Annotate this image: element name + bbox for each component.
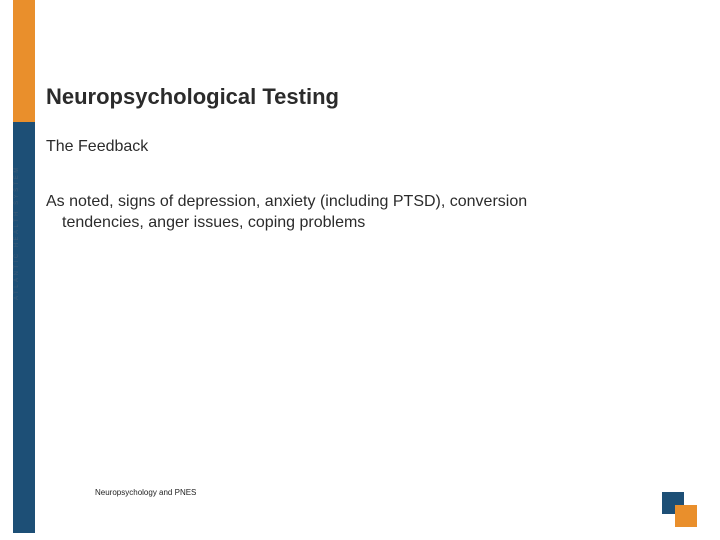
- slide-title: Neuropsychological Testing: [46, 84, 339, 110]
- sidebar-accent-orange: [13, 0, 35, 122]
- slide-body: As noted, signs of depression, anxiety (…: [46, 192, 666, 234]
- org-label-vertical: ATLANTIC HEALTH SYSTEM: [14, 165, 20, 300]
- slide-subtitle: The Feedback: [46, 138, 148, 156]
- slide-footer: Neuropsychology and PNES: [95, 488, 196, 497]
- corner-square-orange: [675, 505, 697, 527]
- slide: { "colors": { "orange": "#e98f2c", "blue…: [0, 0, 720, 540]
- body-line-1: As noted, signs of depression, anxiety (…: [46, 193, 527, 210]
- body-line-2: tendencies, anger issues, coping problem…: [46, 213, 666, 234]
